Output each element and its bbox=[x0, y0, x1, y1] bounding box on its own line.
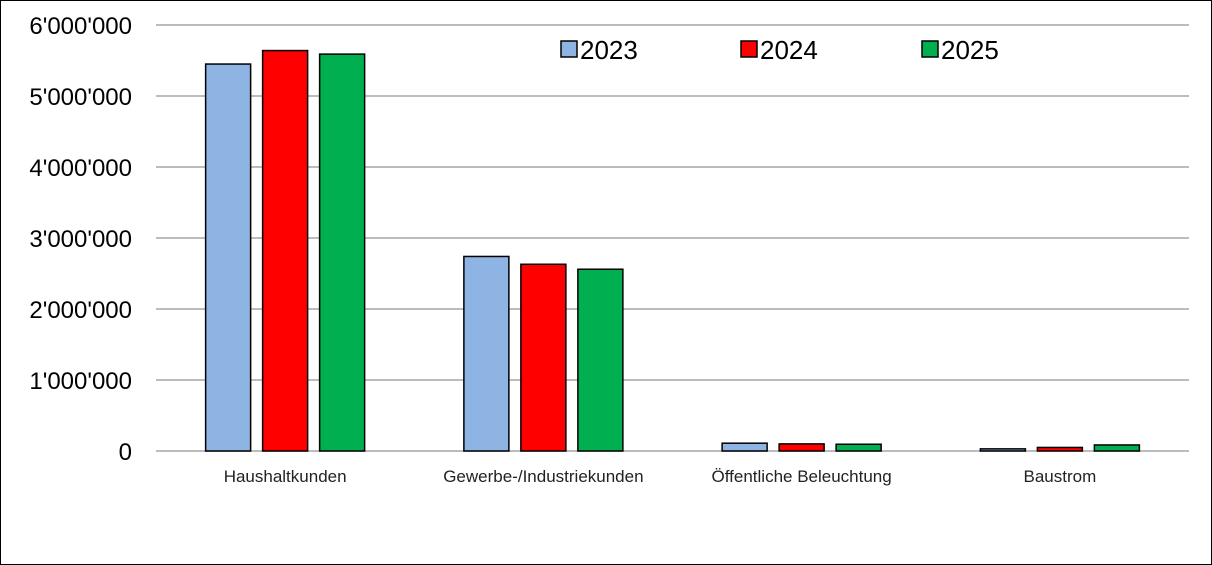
x-tick-label: Öffentliche Beleuchtung bbox=[712, 467, 892, 486]
gridlines bbox=[156, 24, 1189, 452]
bar-2025-2 bbox=[835, 443, 882, 452]
x-tick-label: Gewerbe-/Industriekunden bbox=[443, 467, 643, 486]
bar-2023-0 bbox=[204, 63, 252, 452]
legend-swatch bbox=[921, 40, 939, 58]
bars bbox=[204, 49, 1141, 452]
y-tick-label: 1'000'000 bbox=[29, 368, 132, 395]
bar-2023-2 bbox=[721, 442, 768, 452]
bar-2024-1 bbox=[520, 263, 567, 452]
y-axis-ticks: 0 1'000'000 2'000'000 3'000'000 4'000'000 5'0… bbox=[29, 13, 132, 466]
y-tick-label: 5'000'000 bbox=[29, 84, 132, 111]
y-tick-label: 4'000'000 bbox=[29, 155, 132, 182]
bar-2024-3 bbox=[1036, 446, 1084, 452]
y-tick-label: 3'000'000 bbox=[29, 226, 132, 253]
bar-2025-3 bbox=[1093, 444, 1141, 452]
bar-2024-2 bbox=[778, 443, 825, 452]
bar-2024-0 bbox=[261, 49, 309, 452]
legend-swatch bbox=[740, 40, 758, 58]
legend-swatch bbox=[560, 40, 578, 58]
legend-label: 2025 bbox=[941, 35, 999, 65]
legend: 2023 2024 2025 bbox=[560, 35, 999, 65]
bar-2023-1 bbox=[463, 255, 510, 452]
x-tick-label: Haushaltkunden bbox=[224, 467, 347, 486]
x-axis-ticks: Haushaltkunden Gewerbe-/Industriekunden Öf… bbox=[224, 467, 1097, 486]
x-tick-label: Baustrom bbox=[1024, 467, 1097, 486]
y-tick-label: 2'000'000 bbox=[29, 297, 132, 324]
legend-label: 2024 bbox=[760, 35, 818, 65]
bar-2025-0 bbox=[318, 53, 366, 452]
y-tick-label: 6'000'000 bbox=[29, 13, 132, 40]
y-tick-label: 0 bbox=[119, 439, 132, 466]
legend-label: 2023 bbox=[580, 35, 638, 65]
bar-2023-3 bbox=[979, 448, 1027, 452]
bar-2025-1 bbox=[577, 268, 624, 452]
